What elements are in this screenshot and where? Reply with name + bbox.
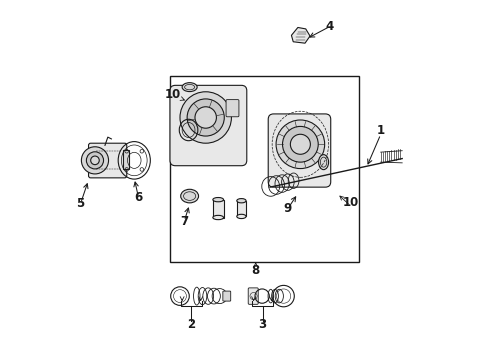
FancyBboxPatch shape bbox=[223, 291, 231, 301]
Ellipse shape bbox=[237, 214, 246, 219]
FancyBboxPatch shape bbox=[226, 100, 239, 117]
Text: 9: 9 bbox=[284, 202, 292, 215]
Bar bbox=[123, 150, 128, 169]
Bar bbox=[213, 200, 223, 217]
Ellipse shape bbox=[213, 198, 223, 202]
Bar bbox=[237, 201, 246, 216]
Circle shape bbox=[291, 134, 310, 154]
FancyBboxPatch shape bbox=[89, 143, 127, 178]
Ellipse shape bbox=[182, 83, 197, 91]
Circle shape bbox=[81, 147, 109, 174]
Bar bbox=[170, 76, 359, 262]
Ellipse shape bbox=[181, 189, 198, 203]
Text: 4: 4 bbox=[326, 20, 334, 33]
Circle shape bbox=[187, 99, 224, 136]
Text: 3: 3 bbox=[258, 318, 267, 331]
FancyBboxPatch shape bbox=[248, 288, 258, 304]
Circle shape bbox=[86, 152, 103, 169]
Circle shape bbox=[180, 92, 231, 143]
Text: 8: 8 bbox=[251, 264, 260, 276]
Ellipse shape bbox=[318, 155, 329, 170]
Text: 10: 10 bbox=[164, 89, 181, 102]
FancyBboxPatch shape bbox=[170, 85, 247, 166]
Polygon shape bbox=[292, 27, 310, 43]
Text: 5: 5 bbox=[76, 197, 85, 210]
Ellipse shape bbox=[213, 215, 223, 220]
Text: 1: 1 bbox=[377, 124, 385, 137]
Ellipse shape bbox=[237, 199, 246, 203]
Circle shape bbox=[276, 120, 325, 168]
Text: 10: 10 bbox=[342, 195, 359, 209]
Circle shape bbox=[283, 126, 318, 162]
FancyBboxPatch shape bbox=[268, 114, 331, 187]
Text: 2: 2 bbox=[187, 318, 196, 331]
Text: 6: 6 bbox=[134, 192, 143, 204]
Circle shape bbox=[91, 156, 99, 165]
Circle shape bbox=[195, 107, 217, 128]
Text: 7: 7 bbox=[180, 215, 188, 228]
